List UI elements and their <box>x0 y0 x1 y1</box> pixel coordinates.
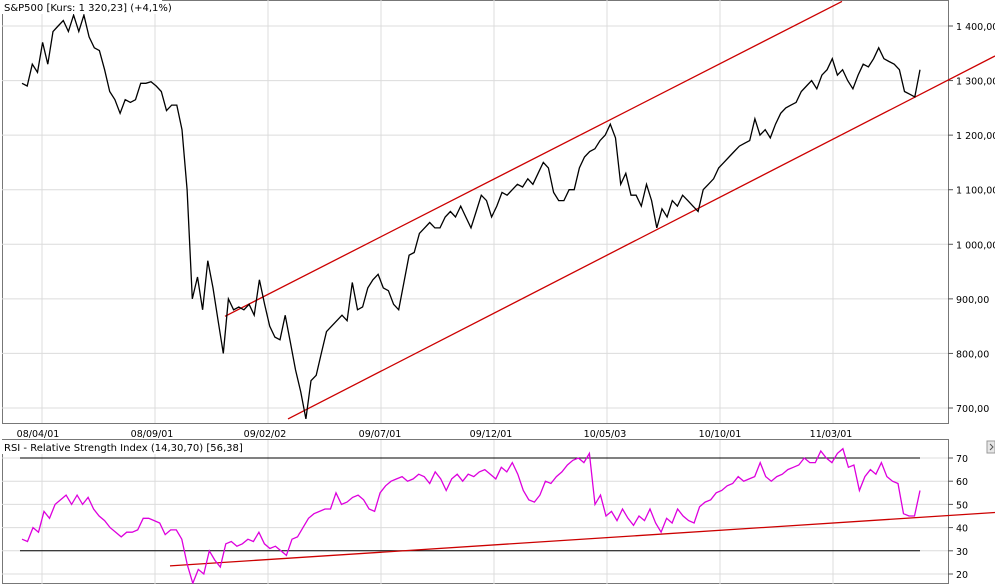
lower-channel-line <box>287 55 995 420</box>
price-chart-title: S&P500 [Kurs: 1 320,23] (+4,1%) <box>4 3 172 14</box>
price-title-bg <box>2 0 162 14</box>
rsi-y-tick-label: 30 <box>956 547 968 558</box>
rsi-y-tick-label: 60 <box>956 477 968 488</box>
rsi-title-bg <box>2 440 232 454</box>
upper-channel-line <box>224 0 843 317</box>
price-y-tick-label: 900,00 <box>956 295 989 306</box>
price-trendlines <box>224 0 995 420</box>
price-y-axis: 700,00 800,00 900,00 1 000,00 1 100,00 1 200,… <box>948 22 995 415</box>
x-tick-label: 09/07/01 <box>359 429 402 440</box>
rsi-y-axis: 20 30 40 50 60 70 <box>948 454 968 581</box>
rsi-support-line <box>169 511 995 567</box>
rsi-panel-frame <box>2 439 949 584</box>
price-y-tick-label: 1 000,00 <box>956 240 995 251</box>
rsi-y-tick-label: 50 <box>956 500 968 511</box>
price-y-tick-label: 1 200,00 <box>956 131 995 142</box>
rsi-y-tick-label: 20 <box>956 570 968 581</box>
x-tick-label: 10/10/01 <box>699 429 742 440</box>
rsi-chart-title: RSI - Relative Strength Index (14,30,70)… <box>4 443 243 454</box>
rsi-y-tick-label: 40 <box>956 524 968 535</box>
price-y-tick-label: 1 100,00 <box>956 186 995 197</box>
chevron-right-icon <box>989 443 994 451</box>
price-y-tick-label: 1 400,00 <box>956 22 995 33</box>
rsi-line <box>21 447 921 586</box>
price-y-tick-label: 700,00 <box>956 404 989 415</box>
x-tick-label: 10/05/03 <box>584 429 627 440</box>
sp500-price-line <box>21 12 921 420</box>
panel-resize-handle[interactable] <box>986 440 995 454</box>
price-y-tick-label: 1 300,00 <box>956 77 995 88</box>
price-grid <box>2 0 948 423</box>
x-tick-label: 08/09/01 <box>131 429 174 440</box>
rsi-trendlines <box>169 511 995 567</box>
price-x-axis: 08/04/01 08/09/01 09/02/02 09/07/01 09/12/01… <box>17 429 853 440</box>
x-tick-label: 09/02/02 <box>244 429 287 440</box>
rsi-level-lines <box>20 457 920 552</box>
price-y-tick-label: 800,00 <box>956 349 989 360</box>
x-tick-label: 09/12/01 <box>470 429 513 440</box>
x-tick-label: 11/03/01 <box>810 429 853 440</box>
rsi-y-tick-label: 70 <box>956 454 968 465</box>
x-tick-label: 08/04/01 <box>17 429 60 440</box>
